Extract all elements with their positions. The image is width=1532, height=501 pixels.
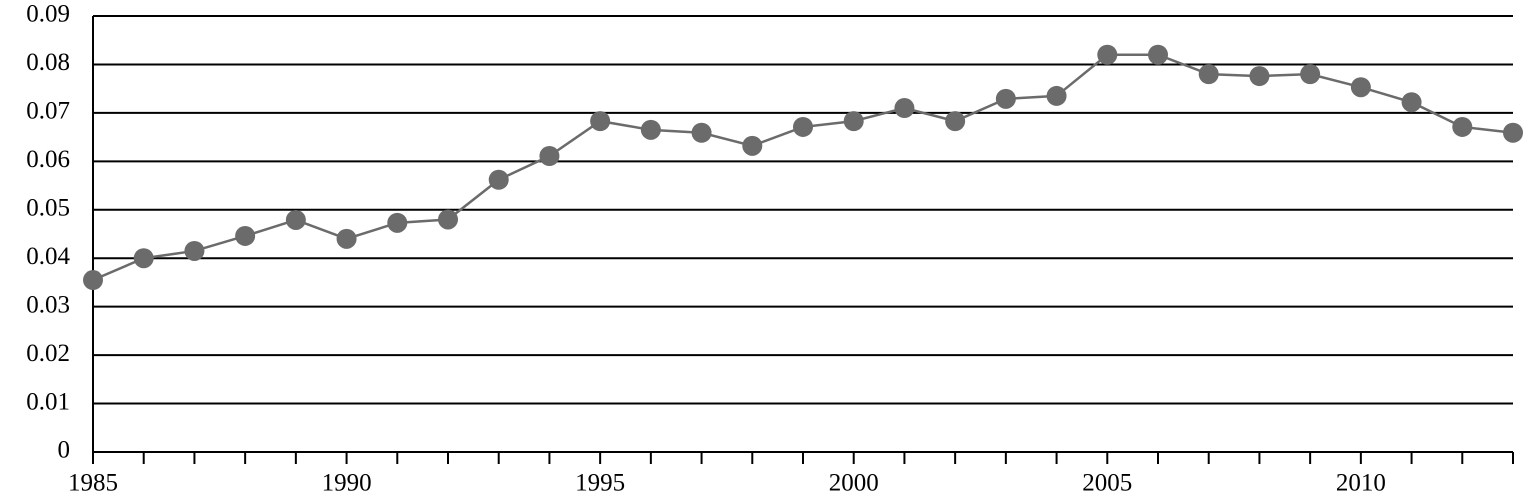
marker (1097, 44, 1118, 65)
marker (438, 209, 458, 230)
y-tick-label: 0.08 (26, 49, 70, 76)
x-tick-label: 2010 (1336, 470, 1386, 497)
marker (235, 225, 256, 246)
marker (742, 135, 763, 156)
line (92, 53, 1514, 282)
marker (1503, 122, 1523, 143)
marker (1046, 85, 1067, 106)
marker (1350, 77, 1371, 98)
marker (133, 248, 154, 269)
marker (843, 111, 864, 132)
y-tick-label: 0.03 (26, 291, 70, 318)
x-tick-label: 1995 (575, 470, 625, 497)
y-tick-label: 0.05 (26, 195, 70, 222)
marker (1249, 66, 1270, 87)
x-tick-label: 1985 (68, 470, 118, 497)
marker (539, 146, 560, 167)
marker (894, 98, 915, 119)
y-tick-label: 0.09 (26, 1, 70, 28)
marker (1401, 92, 1422, 113)
marker (793, 116, 813, 137)
marker (691, 122, 712, 143)
marker (285, 209, 306, 230)
marker (590, 111, 611, 132)
marker (488, 169, 509, 190)
y-tick-label: 0 (58, 437, 71, 464)
marker (945, 111, 966, 132)
marker (387, 212, 408, 233)
marker (1148, 44, 1168, 65)
marker (336, 228, 357, 249)
y-tick-label: 0.01 (26, 388, 70, 415)
marker (184, 240, 205, 261)
y-tick-label: 0.02 (26, 340, 70, 367)
marker (83, 270, 103, 291)
x-tick-label: 2005 (1082, 470, 1132, 497)
y-tick-label: 0.06 (26, 146, 70, 173)
y-tick-label: 0.07 (26, 98, 70, 125)
x-tick-label: 1990 (322, 470, 372, 497)
marker (1300, 64, 1321, 85)
x-tick-label: 2000 (829, 470, 879, 497)
marker (1452, 116, 1473, 137)
marker (1198, 64, 1219, 85)
marker (995, 88, 1016, 109)
marker (640, 119, 661, 140)
y-tick-label: 0.04 (26, 243, 70, 270)
